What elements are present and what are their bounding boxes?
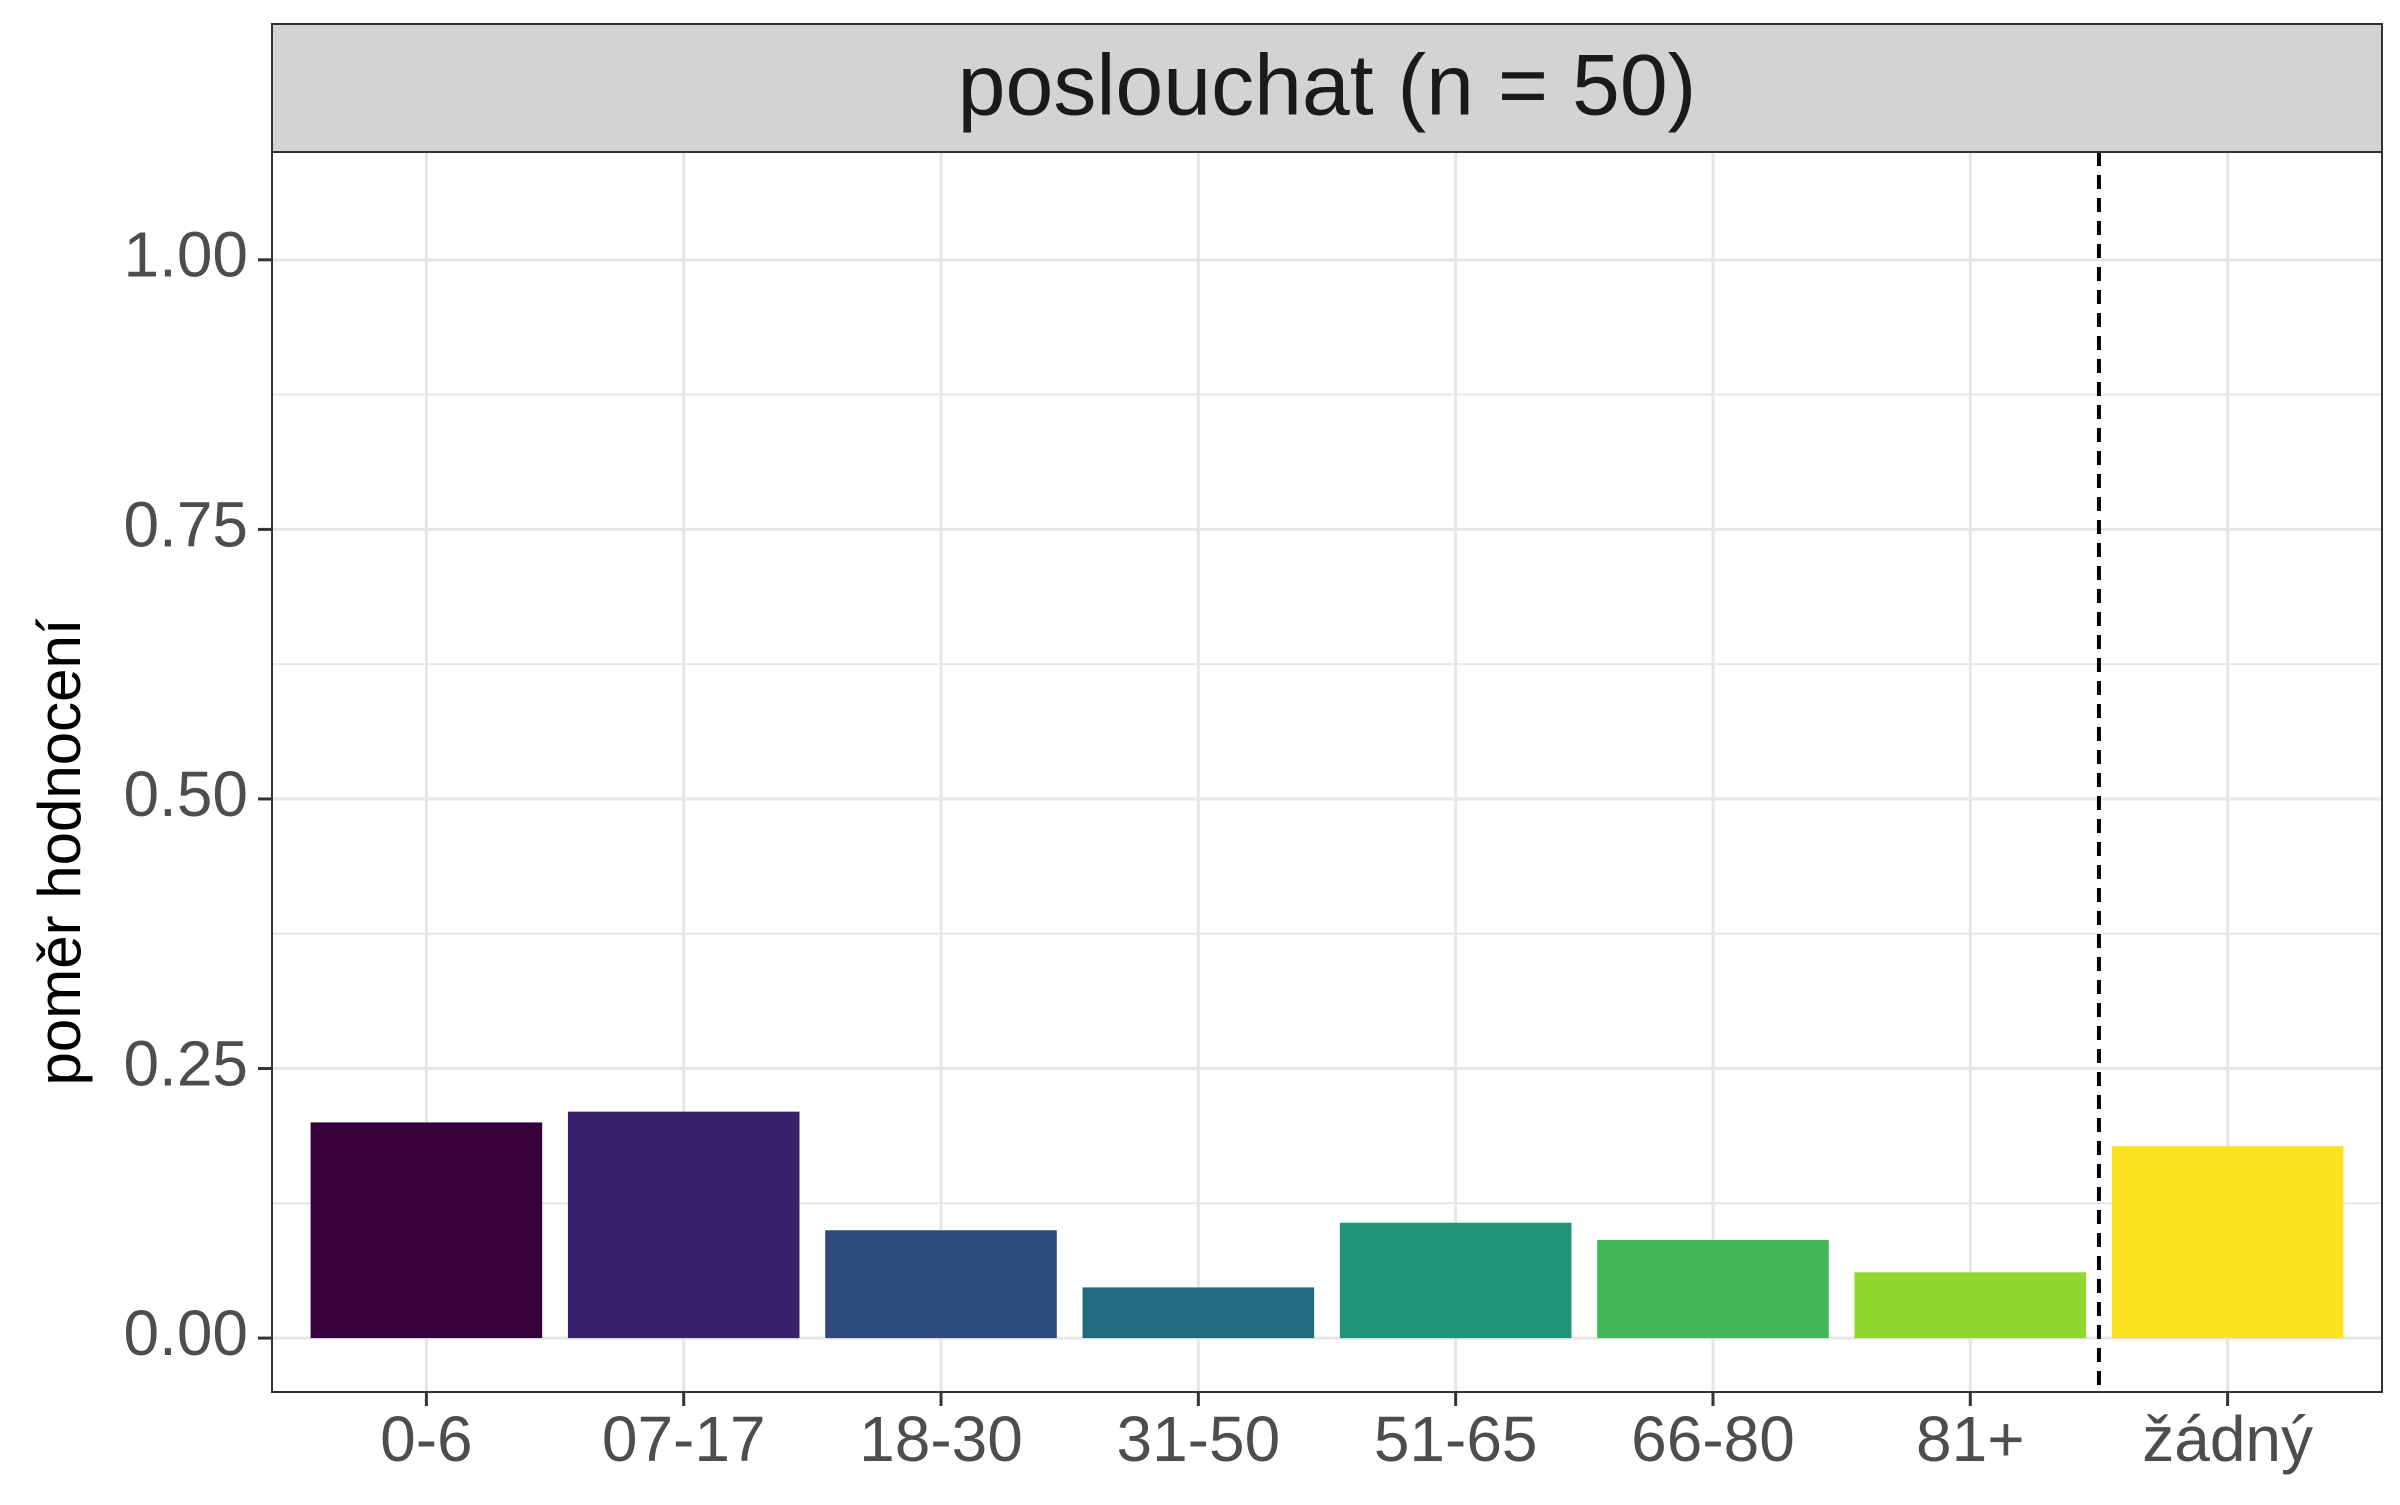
facet-strip: poslouchat (n = 50) xyxy=(271,23,2383,153)
bar-51-65 xyxy=(1339,1222,1572,1339)
bar-66-80 xyxy=(1597,1239,1829,1339)
x-tick-label: 81+ xyxy=(1916,1403,2025,1475)
bar-31-50 xyxy=(1082,1287,1315,1339)
y-axis: 0.00 0.25 0.50 0.75 1.00 xyxy=(123,219,272,1369)
x-tick-label: 18-30 xyxy=(859,1403,1023,1475)
bar-0-6 xyxy=(310,1122,543,1339)
bar-žádný xyxy=(2111,1146,2344,1339)
bar-07-17 xyxy=(567,1111,800,1339)
x-tick-label: 0-6 xyxy=(380,1403,473,1475)
x-tick-label: 66-80 xyxy=(1631,1403,1795,1475)
facet-strip-background xyxy=(271,23,2383,153)
x-tick-label: 51-65 xyxy=(1374,1403,1538,1475)
facet-title: poslouchat (n = 50) xyxy=(958,38,1697,134)
y-tick-label: 0.25 xyxy=(123,1027,248,1099)
y-tick-label: 0.50 xyxy=(123,758,248,830)
y-tick-label: 0.75 xyxy=(123,488,248,560)
x-tick-label: 07-17 xyxy=(602,1403,766,1475)
y-tick-label: 1.00 xyxy=(123,219,248,291)
x-tick-label: žádný xyxy=(2142,1403,2313,1475)
x-axis: 0-6 07-17 18-30 31-50 51-65 66-80 81+ žádný xyxy=(380,1392,2313,1475)
bar-18-30 xyxy=(825,1230,1057,1339)
y-tick-label: 0.00 xyxy=(123,1297,248,1369)
y-axis-label: poměr hodnocení xyxy=(26,618,93,1085)
x-tick-label: 31-50 xyxy=(1116,1403,1280,1475)
bar-81+ xyxy=(1854,1272,2087,1339)
bars xyxy=(310,1111,2344,1339)
